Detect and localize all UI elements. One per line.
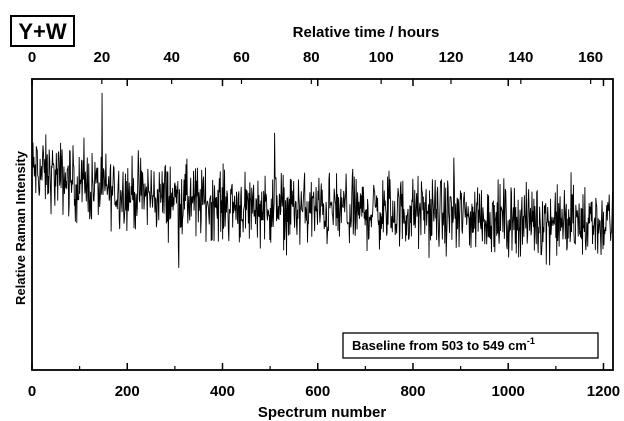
- x2-tick-label: 140: [508, 49, 533, 66]
- raman-intensity-series: [31, 92, 614, 268]
- x2-tick-label: 20: [93, 49, 110, 66]
- x2-tick-label: 80: [303, 49, 320, 66]
- x2-tick-label: 120: [438, 49, 463, 66]
- panel-label: Y+W: [18, 19, 67, 44]
- x-axis-title: Spectrum number: [258, 404, 387, 421]
- x-tick-label: 600: [305, 383, 330, 400]
- x2-tick-label: 100: [369, 49, 394, 66]
- x2-tick-label: 0: [28, 49, 36, 66]
- x-tick-label: 1000: [492, 383, 525, 400]
- baseline-annotation-superscript: -1: [527, 336, 535, 346]
- x2-axis-ticks: 0 20 40 60 80 100 120 140 160: [28, 49, 603, 84]
- x-axis-ticks: 0 200 400 600 800 1000 1200: [28, 79, 620, 400]
- x-tick-label: 0: [28, 383, 36, 400]
- panel-label-box: [10, 15, 75, 47]
- x2-axis-title: Relative time / hours: [293, 24, 440, 41]
- x-tick-label: 800: [400, 383, 425, 400]
- y-axis-title: Relative Raman Intensity: [13, 150, 28, 305]
- x2-tick-label: 160: [578, 49, 603, 66]
- baseline-annotation-box: [342, 332, 599, 359]
- baseline-annotation: Baseline from 503 to 549 cm-1: [352, 336, 535, 353]
- x2-tick-label: 40: [163, 49, 180, 66]
- x-tick-label: 200: [115, 383, 140, 400]
- baseline-annotation-text: Baseline from 503 to 549 cm: [352, 338, 527, 353]
- x-tick-label: 400: [210, 383, 235, 400]
- x-tick-label: 1200: [587, 383, 620, 400]
- x2-tick-label: 60: [233, 49, 250, 66]
- plot-frame: [31, 78, 614, 371]
